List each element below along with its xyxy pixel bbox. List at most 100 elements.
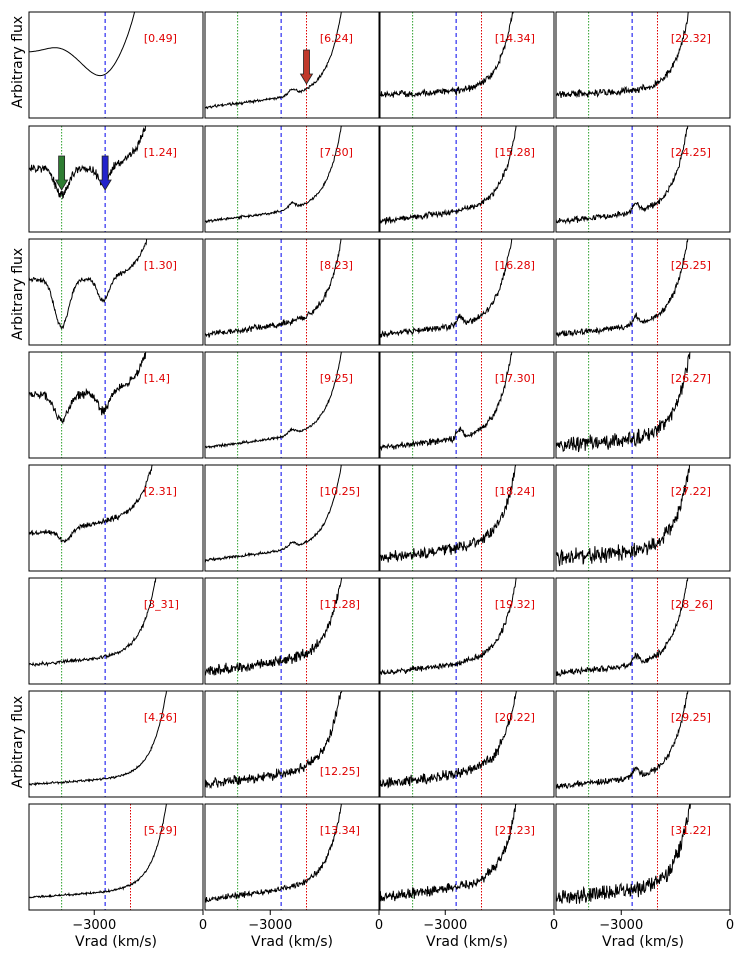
panel-label: [13.34] [320, 824, 360, 837]
panel-label: [8.23] [320, 259, 353, 272]
x-tick-label: −3000 [248, 918, 292, 933]
panel-15-28: [15.28] [379, 125, 555, 233]
panel-frame [379, 690, 555, 798]
spectrum-line [205, 465, 342, 563]
panel-label: [1.4] [144, 372, 170, 385]
x-tick-label: −3000 [72, 918, 116, 933]
panel-20-22: [20.22] [379, 690, 555, 798]
y-axis-label-top: Arbitrary flux [10, 16, 26, 108]
panel-13-34: [13.34] −3000 0 Vrad (km/s) [204, 803, 383, 950]
spectrum-line [556, 691, 689, 790]
x-tick-label: 0 [550, 918, 558, 933]
panel-frame [555, 11, 731, 119]
panel-frame [28, 464, 204, 572]
down-arrow-marker [98, 155, 112, 191]
panel-label: [26.27] [671, 372, 711, 385]
spectrum-line [29, 239, 149, 330]
spectrum-line [380, 352, 513, 452]
spectrum-line [205, 578, 343, 676]
panel-1-24: [1.24] [28, 125, 204, 233]
spectrum-line [556, 12, 689, 99]
panel-frame [379, 803, 555, 911]
panel-7-30: [7.30] [204, 125, 380, 233]
spectrum-line [29, 12, 136, 77]
panel-frame [555, 351, 731, 459]
spectrum-line [556, 352, 691, 453]
axis-labels-layer: Arbitrary flux Arbitrary flux Arbitrary … [10, 16, 26, 788]
x-axis-label: Vrad (km/s) [75, 934, 157, 950]
panel-29-25: [29.25] [555, 690, 731, 798]
panel-label: [24.25] [671, 146, 711, 159]
panel-frame [555, 690, 731, 798]
spectrum-line [380, 691, 517, 789]
panel-14-34: [14.34] [379, 11, 555, 119]
panel-frame [555, 803, 731, 911]
panel-frame [379, 11, 555, 119]
panel-18-24: [18.24] [379, 464, 555, 572]
panel-label: [12.25] [320, 765, 360, 778]
panel-19-32: [19.32] [379, 577, 555, 685]
panel-label: [4.26] [144, 711, 177, 724]
spectrum-line [29, 691, 167, 787]
spectrum-line [380, 578, 517, 676]
panel-label: [28_26] [671, 598, 713, 611]
x-tick-label: 0 [726, 918, 734, 933]
spectrum-line [556, 126, 689, 225]
panel-frame [28, 238, 204, 346]
panel-label: [9.25] [320, 372, 353, 385]
spectrum-line [380, 12, 514, 98]
x-tick-label: 0 [375, 918, 383, 933]
panel-3-31: [3_31] [28, 577, 204, 685]
panel-24-25: [24.25] [555, 125, 731, 233]
panel-frame [204, 803, 380, 911]
panel-label: [29.25] [671, 711, 711, 724]
spectrum-line [380, 126, 517, 226]
x-axis-label: Vrad (km/s) [602, 934, 684, 950]
panel-frame [28, 803, 204, 911]
panel-frame [379, 577, 555, 685]
down-arrow-marker [299, 49, 314, 85]
panel-frame [28, 125, 204, 233]
x-tick-label: −3000 [423, 918, 467, 933]
panel-frame [555, 464, 731, 572]
panel-frame [204, 464, 380, 572]
panel-25-25: [25.25] [555, 238, 731, 346]
spectrum-line [205, 239, 342, 338]
spectrum-line [205, 352, 342, 449]
panel-22-32: [22.32] [555, 11, 731, 119]
panel-label: [27.22] [671, 485, 711, 498]
spectrum-line [556, 465, 692, 567]
panel-label: [18.24] [495, 485, 535, 498]
panel-label: [5.29] [144, 824, 177, 837]
spectrum-line [29, 352, 147, 425]
panel-frame [28, 11, 204, 119]
panel-17-30: [17.30] [379, 351, 555, 459]
spectrum-line [29, 804, 167, 899]
panel-11-28: [11.28] [204, 577, 380, 685]
panel-label: [20.22] [495, 711, 535, 724]
panel-frame [204, 690, 380, 798]
panel-label: [14.34] [495, 32, 535, 45]
panel-label: [31.22] [671, 824, 711, 837]
panel-label: [6.24] [320, 32, 353, 45]
panel-label: [25.25] [671, 259, 711, 272]
panel-5-29: [5.29] −3000 0 Vrad (km/s) [28, 803, 207, 950]
panel-frame [204, 125, 380, 233]
panel-label: [11.28] [320, 598, 360, 611]
panel-26-27: [26.27] [555, 351, 731, 459]
panel-1-30: [1.30] [28, 238, 204, 346]
panels-layer: [0.49] [1.24] [1.30] [1.4] [2.31] [3_31] [4.26… [28, 11, 734, 950]
panel-frame [379, 125, 555, 233]
spectrum-line [205, 804, 342, 903]
panel-label: [15.28] [495, 146, 535, 159]
panel-21-23: [21.23] −3000 0 Vrad (km/s) [379, 803, 558, 950]
panel-31-22: [31.22] −3000 0 Vrad (km/s) [555, 803, 734, 950]
spectrum-line [205, 126, 343, 224]
spectrum-line [556, 578, 689, 678]
spectrum-line [29, 465, 153, 544]
spectrum-line [380, 465, 517, 563]
panel-frame [204, 238, 380, 346]
spectrum-line [556, 804, 691, 904]
down-arrow-marker [54, 155, 69, 191]
